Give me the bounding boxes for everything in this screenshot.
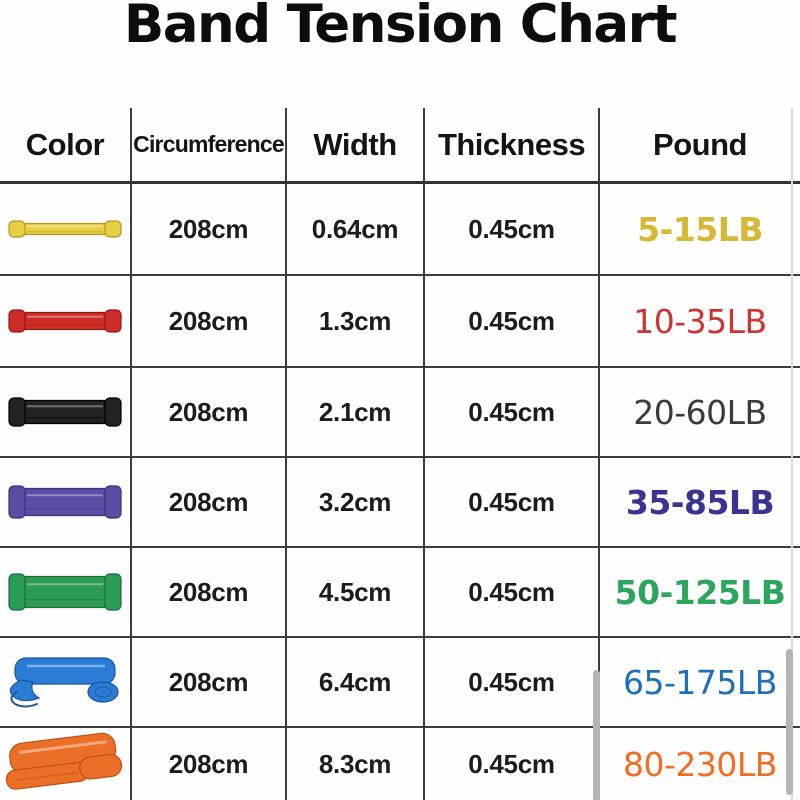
- thickness-value: 0.45cm: [425, 276, 600, 368]
- yellow-band-image: [4, 199, 126, 259]
- circumference-value: 208cm: [132, 728, 287, 800]
- thickness-value: 0.45cm: [425, 458, 600, 548]
- scrollbar-thumb-middle[interactable]: [593, 670, 600, 800]
- pound-value: 5-15LB: [600, 184, 800, 276]
- pound-value: 20-60LB: [600, 368, 800, 458]
- width-value: 2.1cm: [287, 368, 425, 458]
- table-row-black-band: 208cm 2.1cm 0.45cm 20-60LB: [0, 368, 800, 458]
- width-value: 4.5cm: [287, 548, 425, 638]
- header-width: Width: [287, 108, 425, 184]
- circumference-value: 208cm: [132, 638, 287, 728]
- header-thickness: Thickness: [425, 108, 600, 184]
- band-image-cell: [0, 276, 132, 368]
- band-image-cell: [0, 368, 132, 458]
- blue-band-image: [4, 652, 126, 712]
- thickness-value: 0.45cm: [425, 638, 600, 728]
- width-value: 6.4cm: [287, 638, 425, 728]
- thickness-value: 0.45cm: [425, 728, 600, 800]
- table-row-green-band: 208cm 4.5cm 0.45cm 50-125LB: [0, 548, 800, 638]
- pound-value: 35-85LB: [600, 458, 800, 548]
- red-band-image: [4, 291, 126, 351]
- band-image-cell: [0, 458, 132, 548]
- circumference-value: 208cm: [132, 458, 287, 548]
- thickness-value: 0.45cm: [425, 548, 600, 638]
- width-value: 1.3cm: [287, 276, 425, 368]
- pound-value: 50-125LB: [600, 548, 800, 638]
- width-value: 0.64cm: [287, 184, 425, 276]
- header-color: Color: [0, 108, 132, 184]
- circumference-value: 208cm: [132, 276, 287, 368]
- band-image-cell: [0, 548, 132, 638]
- table-row-orange-band: 208cm 8.3cm 0.45cm 80-230LB: [0, 728, 800, 800]
- purple-band-image: [4, 472, 126, 532]
- scrollbar-track: [791, 108, 793, 800]
- pound-value: 10-35LB: [600, 276, 800, 368]
- table-row-blue-band: 208cm 6.4cm 0.45cm 65-175LB: [0, 638, 800, 728]
- header-circumference: Circumference: [132, 108, 287, 184]
- width-value: 8.3cm: [287, 728, 425, 800]
- table-row-yellow-band: 208cm 0.64cm 0.45cm 5-15LB: [0, 184, 800, 276]
- circumference-value: 208cm: [132, 368, 287, 458]
- page-title: Band Tension Chart: [123, 0, 678, 55]
- scrollbar-thumb-right[interactable]: [786, 649, 793, 795]
- table-row-red-band: 208cm 1.3cm 0.45cm 10-35LB: [0, 276, 800, 368]
- green-band-image: [4, 562, 126, 622]
- circumference-value: 208cm: [132, 548, 287, 638]
- width-value: 3.2cm: [287, 458, 425, 548]
- table-header-row: Color Circumference Width Thickness Poun…: [0, 108, 800, 184]
- black-band-image: [4, 382, 126, 442]
- band-image-cell: [0, 638, 132, 728]
- circumference-value: 208cm: [132, 184, 287, 276]
- pound-value: 80-230LB: [623, 744, 777, 784]
- tension-table: Color Circumference Width Thickness Poun…: [0, 108, 800, 800]
- header-pound: Pound: [600, 108, 800, 184]
- thickness-value: 0.45cm: [425, 184, 600, 276]
- pound-value: 65-175LB: [600, 638, 800, 728]
- band-image-cell: [0, 728, 132, 800]
- thickness-value: 0.45cm: [425, 368, 600, 458]
- band-image-cell: [0, 184, 132, 276]
- orange-band-image: [4, 728, 126, 800]
- table-row-purple-band: 208cm 3.2cm 0.45cm 35-85LB: [0, 458, 800, 548]
